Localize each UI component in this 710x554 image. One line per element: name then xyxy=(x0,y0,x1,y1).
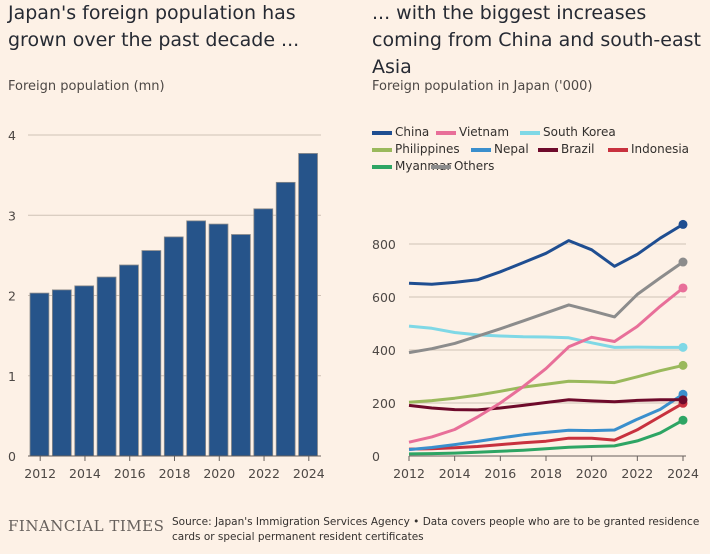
legend-label: Myanmar xyxy=(395,159,451,173)
x-tick-label: 2016 xyxy=(114,466,146,481)
bar-2016 xyxy=(119,264,139,457)
end-dot-south-korea xyxy=(678,342,688,352)
bar-2014 xyxy=(74,285,95,457)
x-tick-label: 2024 xyxy=(667,466,699,481)
bar-2021 xyxy=(231,234,251,457)
bar-2019 xyxy=(186,220,206,457)
legend-label: South Korea xyxy=(543,125,616,139)
line-vietnam xyxy=(408,286,684,444)
y-tick-label: 1 xyxy=(8,369,16,384)
legend-swatch xyxy=(608,148,628,152)
end-dot-vietnam xyxy=(678,283,688,293)
x-tick-label: 2016 xyxy=(484,466,516,481)
end-dot-myanmar xyxy=(678,415,688,425)
legend-swatch xyxy=(436,131,456,135)
legend-label: Philippines xyxy=(395,142,460,156)
legend-swatch xyxy=(471,148,491,152)
line-china xyxy=(408,223,684,286)
y-tick-label: 0 xyxy=(372,449,380,464)
legend-label: Vietnam xyxy=(459,125,509,139)
end-dot-others xyxy=(678,257,688,267)
bar-2018 xyxy=(163,236,184,457)
legend-swatch xyxy=(520,131,540,135)
y-tick-label: 0 xyxy=(8,449,16,464)
y-tick-label: 200 xyxy=(372,396,396,411)
bar-2013 xyxy=(51,289,72,457)
legend-swatch xyxy=(538,148,558,152)
bar-2017 xyxy=(141,250,162,457)
line-philippines xyxy=(408,363,684,404)
line-south-korea xyxy=(408,324,683,349)
bar-2020 xyxy=(208,223,229,457)
end-dot-brazil xyxy=(678,395,688,405)
legend-label: China xyxy=(395,125,429,139)
ft-logo: FINANCIAL TIMES xyxy=(8,517,165,535)
left-chart-ylabel: Foreign population (mn) xyxy=(8,79,165,94)
x-tick-label: 2024 xyxy=(293,466,325,481)
y-tick-label: 4 xyxy=(8,128,16,143)
right-chart-ylabel: Foreign population in Japan ('000) xyxy=(372,79,593,94)
line-myanmar xyxy=(408,418,684,456)
x-tick-label: 2020 xyxy=(576,466,608,481)
legend-label: Others xyxy=(454,159,494,173)
legend-swatch xyxy=(372,131,392,135)
legend-label: Indonesia xyxy=(631,142,689,156)
source-note: Source: Japan's Immigration Services Age… xyxy=(172,516,700,543)
line-brazil xyxy=(408,398,683,412)
x-tick-label: 2018 xyxy=(159,466,191,481)
x-tick-label: 2014 xyxy=(69,466,101,481)
end-dot-philippines xyxy=(678,360,688,370)
bar-2015 xyxy=(96,276,117,457)
line-indonesia xyxy=(408,402,684,451)
x-tick-label: 2018 xyxy=(530,466,562,481)
bar-2012 xyxy=(29,292,50,457)
left-chart-title: Japan's foreign population has grown ove… xyxy=(8,2,300,51)
x-tick-label: 2012 xyxy=(393,466,425,481)
legend-swatch xyxy=(431,165,451,169)
x-tick-label: 2012 xyxy=(24,466,56,481)
x-tick-label: 2022 xyxy=(621,466,653,481)
x-tick-label: 2020 xyxy=(203,466,235,481)
x-tick-label: 2022 xyxy=(248,466,280,481)
y-tick-label: 800 xyxy=(372,237,396,252)
y-tick-label: 3 xyxy=(8,208,16,223)
legend-label: Brazil xyxy=(561,142,595,156)
bar-2023 xyxy=(275,181,296,457)
bar-2022 xyxy=(253,208,274,457)
line-nepal xyxy=(408,393,684,452)
legend-label: Nepal xyxy=(494,142,529,156)
line-others xyxy=(408,260,684,355)
legend-swatch xyxy=(372,165,392,169)
y-tick-label: 2 xyxy=(8,289,16,304)
bar-2024 xyxy=(298,153,318,457)
right-chart-title: ... with the biggest increases coming fr… xyxy=(372,2,701,78)
y-tick-label: 400 xyxy=(372,343,396,358)
legend-swatch xyxy=(372,148,392,152)
end-dot-china xyxy=(678,219,688,229)
y-tick-label: 600 xyxy=(372,290,396,305)
x-tick-label: 2014 xyxy=(439,466,471,481)
